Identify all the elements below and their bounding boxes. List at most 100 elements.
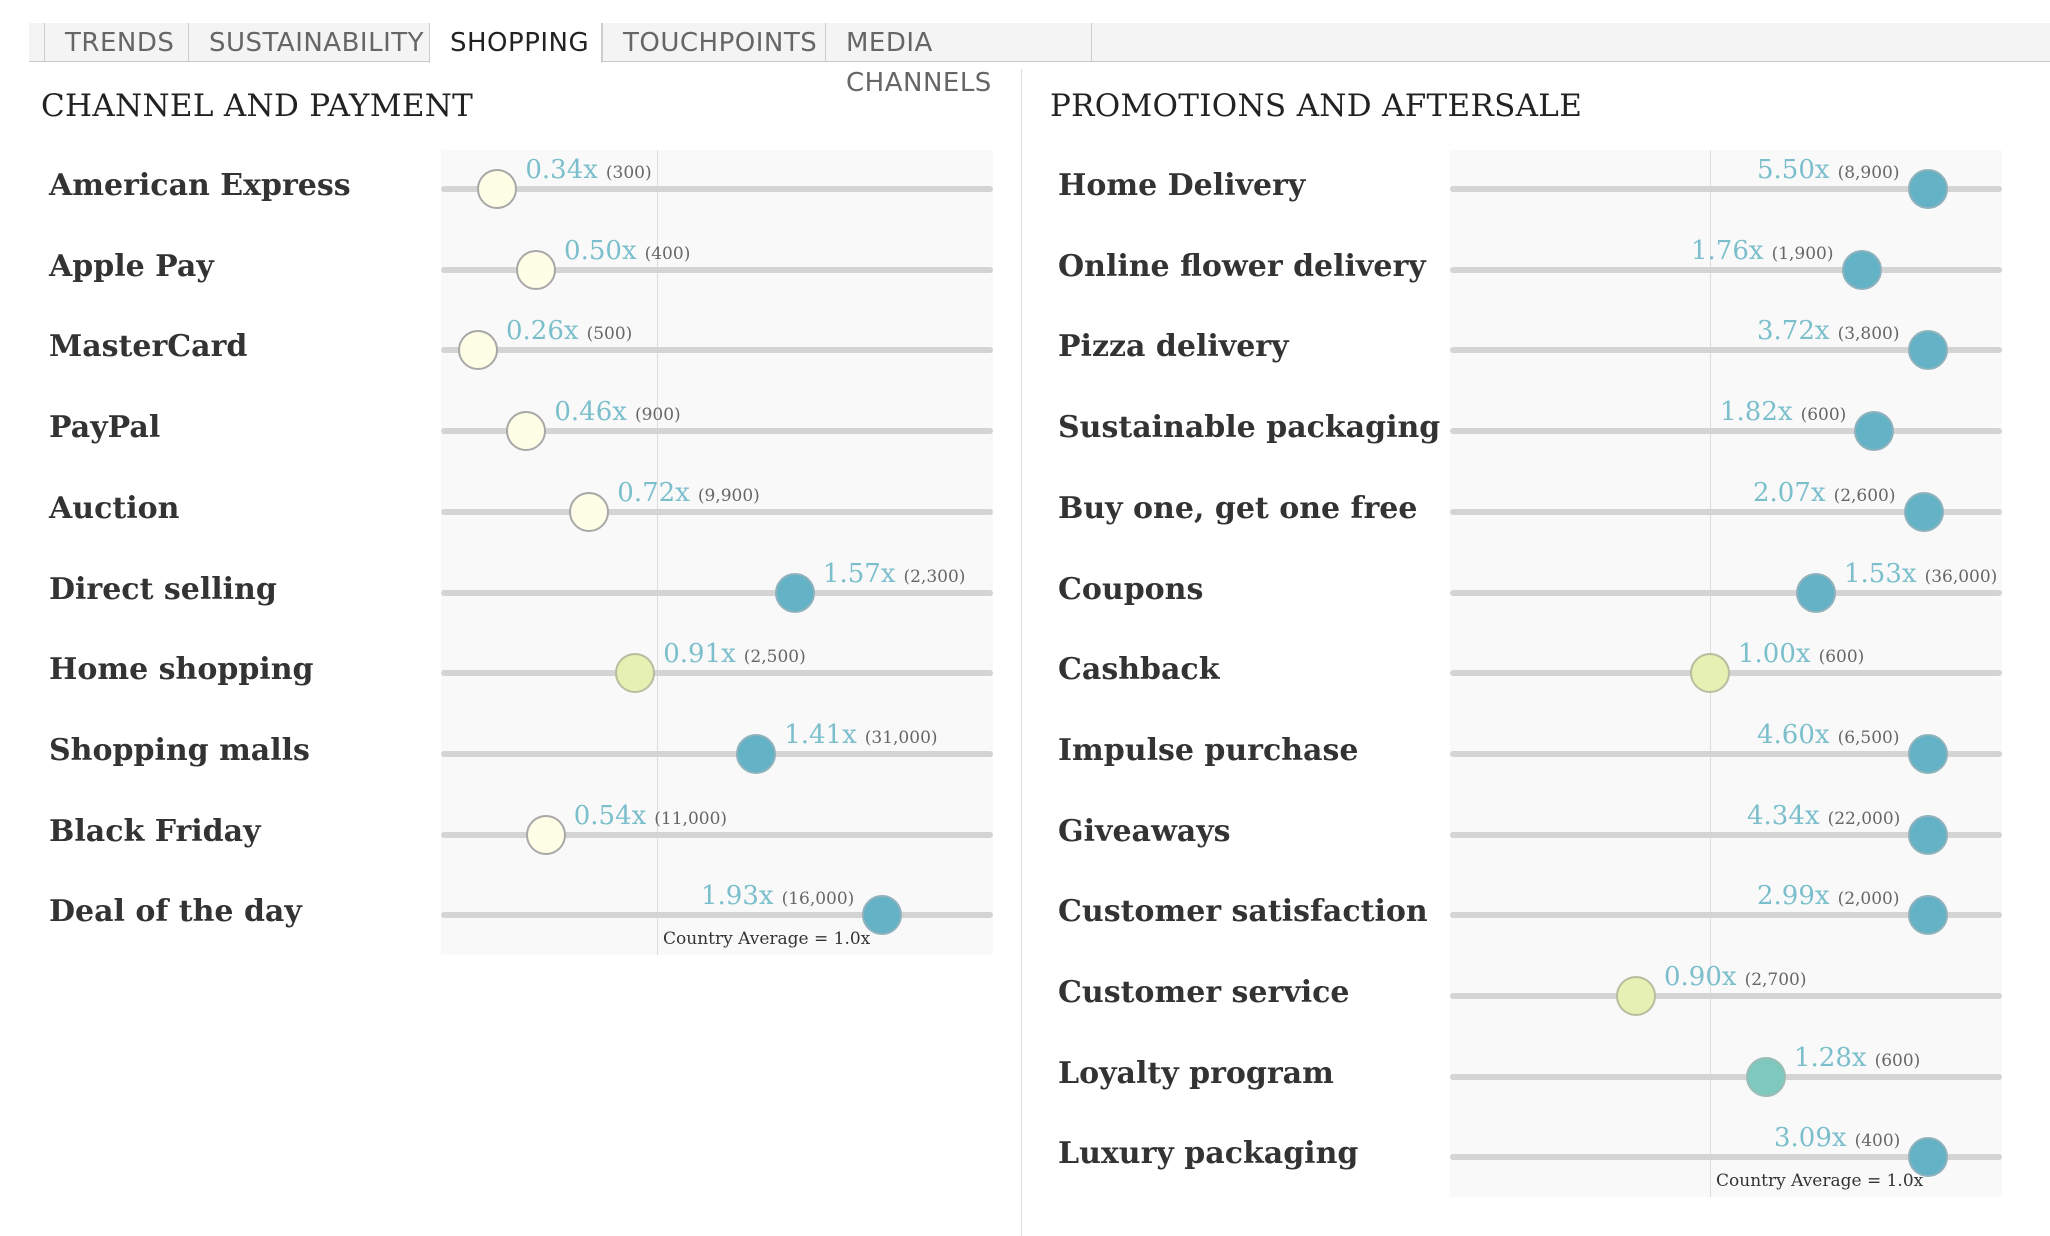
row-label: Loyalty program xyxy=(1058,1055,1334,1091)
index-marker-home-delivery xyxy=(1908,169,1948,209)
row-label: Impulse purchase xyxy=(1058,732,1359,768)
sample-count: (600) xyxy=(1874,1050,1921,1071)
index-marker-deal-of-the-day xyxy=(862,895,902,936)
value-label: 4.60x (6,500) xyxy=(1757,720,1900,750)
sample-count: (2,700) xyxy=(1744,970,1807,990)
slider-track xyxy=(1450,266,2002,273)
row-label: Buy one, get one free xyxy=(1058,490,1418,526)
row-label: Black Friday xyxy=(49,813,261,849)
sample-count: (2,500) xyxy=(743,647,806,668)
row-label: Cashback xyxy=(1058,652,1220,688)
index-ratio: 1.76x xyxy=(1691,235,1764,266)
slider-track xyxy=(441,912,993,919)
index-marker-black-friday xyxy=(525,814,566,855)
row-label: Home shopping xyxy=(49,652,314,688)
country-average-note: Country Average = 1.0x xyxy=(663,929,871,950)
sample-count: (2,000) xyxy=(1837,889,1900,910)
value-label: 1.93x (16,000) xyxy=(701,881,854,911)
value-label: 3.09x (400) xyxy=(1774,1123,1900,1153)
index-marker-online-flower-delivery xyxy=(1842,249,1882,290)
sample-count: (9,900) xyxy=(697,485,760,506)
index-marker-customer-satisfaction xyxy=(1908,895,1948,936)
index-ratio: 0.72x xyxy=(617,477,690,508)
slider-track xyxy=(441,831,993,838)
value-label: 1.76x (1,900) xyxy=(1691,236,1834,266)
index-marker-shopping-malls xyxy=(736,733,777,774)
tab-sustainability[interactable]: SUSTAINABILITY xyxy=(188,23,429,62)
sample-count: (11,000) xyxy=(654,808,728,829)
row-label: Luxury packaging xyxy=(1058,1136,1359,1172)
panel-divider xyxy=(1021,69,1022,1236)
index-ratio: 0.54x xyxy=(573,800,647,831)
index-marker-mastercard xyxy=(458,330,498,371)
value-label: 0.46x (900) xyxy=(554,397,680,427)
slider-track xyxy=(1450,750,2002,757)
row-label: Online flower delivery xyxy=(1058,248,1426,284)
row-label: Sustainable packaging xyxy=(1058,410,1441,446)
value-label: 0.91x (2,500) xyxy=(663,639,806,669)
index-ratio: 3.72x xyxy=(1757,316,1830,347)
value-label: 0.90x (2,700) xyxy=(1664,962,1807,992)
sample-count: (36,000) xyxy=(1924,566,1998,587)
index-marker-coupons xyxy=(1796,572,1836,613)
slider-track xyxy=(441,428,993,435)
value-label: 1.82x (600) xyxy=(1720,397,1846,427)
value-label: 0.50x (400) xyxy=(564,236,690,266)
tab-media-channels[interactable]: MEDIA CHANNELS xyxy=(825,23,1092,98)
index-ratio: 0.90x xyxy=(1664,962,1737,992)
slider-track xyxy=(1450,428,2002,435)
index-ratio: 0.46x xyxy=(554,397,627,428)
index-marker-luxury-packaging xyxy=(1908,1137,1948,1178)
slider-track xyxy=(441,266,993,273)
slider-track xyxy=(441,347,993,354)
row-label: Giveaways xyxy=(1058,813,1231,849)
slider-track xyxy=(1450,347,2002,354)
index-ratio: 1.93x xyxy=(701,881,774,912)
tab-shopping[interactable]: SHOPPING xyxy=(429,23,602,63)
sample-count: (6,500) xyxy=(1837,727,1900,748)
value-label: 1.00x (600) xyxy=(1738,639,1864,669)
slider-track xyxy=(1450,508,2002,515)
slider-track xyxy=(1450,831,2002,838)
slider-track xyxy=(1450,1073,2002,1080)
sample-count: (16,000) xyxy=(781,889,855,910)
index-marker-auction xyxy=(569,491,610,532)
index-marker-customer-service xyxy=(1616,976,1656,1016)
country-average-note: Country Average = 1.0x xyxy=(1716,1171,1924,1192)
row-label: MasterCard xyxy=(49,329,248,365)
tab-trends[interactable]: TRENDS xyxy=(44,23,188,62)
index-marker-impulse-purchase xyxy=(1908,733,1948,774)
value-label: 0.72x (9,900) xyxy=(617,478,760,508)
row-label: Home Delivery xyxy=(1058,168,1306,203)
tab-bar: TRENDS SUSTAINABILITY SHOPPING TOUCHPOIN… xyxy=(29,23,2050,98)
sample-count: (2,300) xyxy=(903,566,966,587)
index-marker-giveaways xyxy=(1908,814,1948,855)
value-label: 0.26x (500) xyxy=(506,316,632,346)
index-marker-direct-selling xyxy=(774,572,815,613)
row-label: Customer satisfaction xyxy=(1058,894,1428,930)
sample-count: (500) xyxy=(586,324,633,345)
index-ratio: 1.53x xyxy=(1844,558,1917,589)
row-label: American Express xyxy=(49,168,351,203)
value-label: 5.50x (8,900) xyxy=(1757,155,1900,185)
country-average-line xyxy=(657,150,659,956)
value-label: 1.57x (2,300) xyxy=(823,559,966,589)
sample-count: (900) xyxy=(634,405,681,426)
row-label: Coupons xyxy=(1058,571,1204,607)
row-label: Pizza delivery xyxy=(1058,329,1289,365)
row-label: Customer service xyxy=(1058,975,1350,1010)
sample-count: (3,800) xyxy=(1837,324,1900,345)
left-panel-title: CHANNEL AND PAYMENT xyxy=(41,88,474,124)
slider-track xyxy=(441,186,993,192)
sample-count: (400) xyxy=(1854,1131,1901,1152)
index-ratio: 0.50x xyxy=(564,235,637,266)
tab-touchpoints[interactable]: TOUCHPOINTS xyxy=(602,23,825,62)
sample-count: (600) xyxy=(1800,405,1847,426)
slider-track xyxy=(441,750,993,757)
sample-count: (8,900) xyxy=(1837,163,1900,183)
sample-count: (1,900) xyxy=(1771,243,1834,264)
index-marker-paypal xyxy=(506,411,547,452)
index-marker-cashback xyxy=(1690,653,1730,694)
slider-track xyxy=(1450,912,2002,919)
index-ratio: 5.50x xyxy=(1757,155,1830,185)
